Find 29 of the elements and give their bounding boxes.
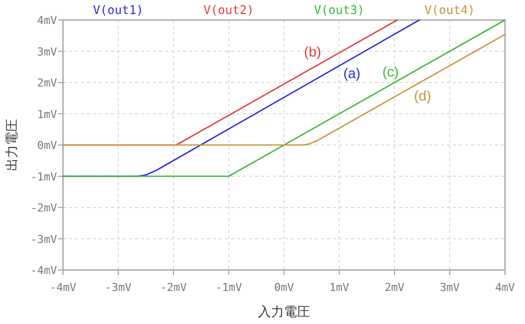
line-series [62,34,506,146]
text: V(out1) [92,3,144,17]
text: V(out3) [314,3,365,17]
x-tick-label: -2mV [160,281,188,294]
annotation: (a) [343,65,360,81]
x-tick-label: 3mV [440,281,460,294]
annotation: (d) [414,87,432,104]
x-tick-label: 0mV [274,281,294,294]
y-axis-title: 出力電圧 [4,119,19,171]
x-tick-label: 1mV [329,281,350,294]
x-tick-label: 2mV [384,281,405,294]
y-tick-label: 4mV [37,14,58,27]
x-tick-label: -1mV [216,281,242,294]
x-tick-label: -3mV [105,281,132,294]
x-tick-label: 4mV [495,281,516,294]
y-tick-label: 3mV [37,45,58,58]
annotation: (c) [382,64,399,80]
annotation: (b) [304,44,322,60]
text: V(out4) [424,3,476,17]
y-tick-label: -3mV [30,232,58,246]
text: V(out2) [203,3,254,17]
x-tick-label: -4mV [50,281,77,294]
y-tick-label: 1mV [37,108,58,121]
y-tick-label: 2mV [37,76,58,90]
y-tick-label: -2mV [30,202,58,214]
y-tick-label: 0mV [37,139,58,152]
y-tick-label: -4mV [30,264,58,277]
x-axis-title: 入力電圧 [258,304,310,319]
y-tick-label: -1mV [30,170,58,184]
